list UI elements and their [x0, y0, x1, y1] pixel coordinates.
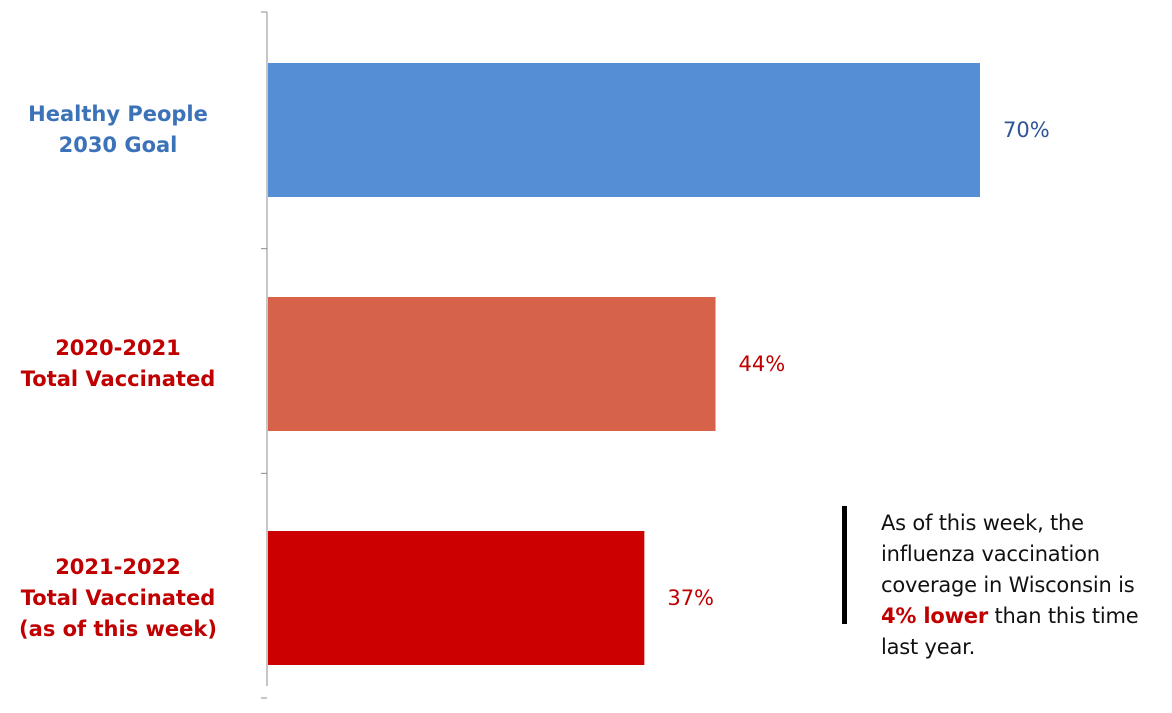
annotation-text-after: than this time last year. — [881, 604, 1139, 659]
category-label: 2020-2021 Total Vaccinated — [0, 333, 236, 395]
category-label-line: Total Vaccinated — [20, 585, 216, 610]
bar — [268, 297, 716, 431]
category-label-line: 2020-2021 — [55, 336, 181, 360]
category-label-line: 2030 Goal — [58, 133, 178, 157]
category-label: Healthy People 2030 Goal — [0, 99, 236, 161]
annotation-rule — [842, 506, 847, 624]
annotation-text: As of this week, the influenza vaccinati… — [881, 508, 1172, 663]
category-label: 2021-2022 Total Vaccinated (as of this wee… — [0, 552, 236, 645]
bar-value-label: 44% — [738, 352, 786, 376]
bar-value-label: 37% — [667, 586, 715, 610]
category-label-line: (as of this week) — [19, 616, 217, 641]
annotation-text-before: As of this week, the influenza vaccinati… — [881, 511, 1135, 597]
bar — [268, 531, 645, 665]
bar-value-label: 70% — [1003, 118, 1050, 142]
annotation-highlight: 4% lower — [881, 604, 988, 628]
category-label-line: Total Vaccinated — [20, 367, 216, 391]
category-label-line: Healthy People — [28, 102, 208, 126]
category-label-line: 2021-2022 — [55, 554, 181, 579]
bar — [268, 63, 980, 197]
